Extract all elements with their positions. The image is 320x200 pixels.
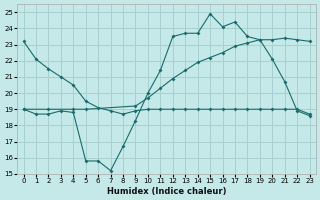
X-axis label: Humidex (Indice chaleur): Humidex (Indice chaleur) — [107, 187, 226, 196]
